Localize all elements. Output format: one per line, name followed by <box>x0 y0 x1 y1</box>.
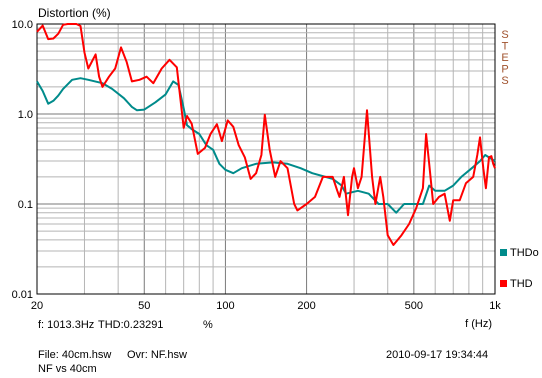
file-name: File: 40cm.hsw <box>38 349 112 361</box>
x-tick-label: 200 <box>297 300 315 312</box>
frequency-readout: f: 1013.3Hz <box>38 319 95 331</box>
x-tick-label: 20 <box>31 300 43 312</box>
x-tick-label: 100 <box>216 300 234 312</box>
legend-label-thdo: THDo <box>510 247 539 259</box>
legend: THDo THD <box>500 247 539 290</box>
chart-title: Distortion (%) <box>38 6 111 20</box>
y-tick-label: 0.1 <box>18 199 33 211</box>
steps-letter: E <box>501 52 508 64</box>
thd-unit: % <box>203 319 213 331</box>
series-layer <box>36 23 496 246</box>
y-tick-label: 1.0 <box>18 109 33 121</box>
chart-grid <box>37 24 495 294</box>
x-axis-tick-labels: 20 50 100 200 500 1k <box>31 300 501 312</box>
x-tick-label: 1k <box>489 300 501 312</box>
legend-swatch-thdo <box>500 249 507 256</box>
x-axis-label: f (Hz) <box>465 318 492 330</box>
steps-letter: S <box>501 75 508 87</box>
series-line-thd <box>36 23 496 246</box>
steps-letter: P <box>501 64 508 76</box>
steps-letter: T <box>502 41 509 53</box>
y-axis-tick-labels: 10.0 1.0 0.1 0.01 <box>12 19 33 301</box>
steps-letter: S <box>501 29 508 41</box>
timestamp: 2010-09-17 19:34:44 <box>386 349 489 361</box>
y-tick-label: 10.0 <box>12 19 33 31</box>
legend-label-thd: THD <box>510 278 533 290</box>
thd-readout: THD:0.23291 <box>98 319 164 331</box>
legend-swatch-thd <box>500 280 507 287</box>
overlay-file-name: Ovr: NF.hsw <box>127 349 187 361</box>
x-tick-label: 500 <box>405 300 423 312</box>
comparison-note: NF vs 40cm <box>38 363 97 375</box>
x-tick-label: 50 <box>138 300 150 312</box>
y-tick-label: 0.01 <box>12 289 33 301</box>
plot-frame <box>36 23 496 295</box>
